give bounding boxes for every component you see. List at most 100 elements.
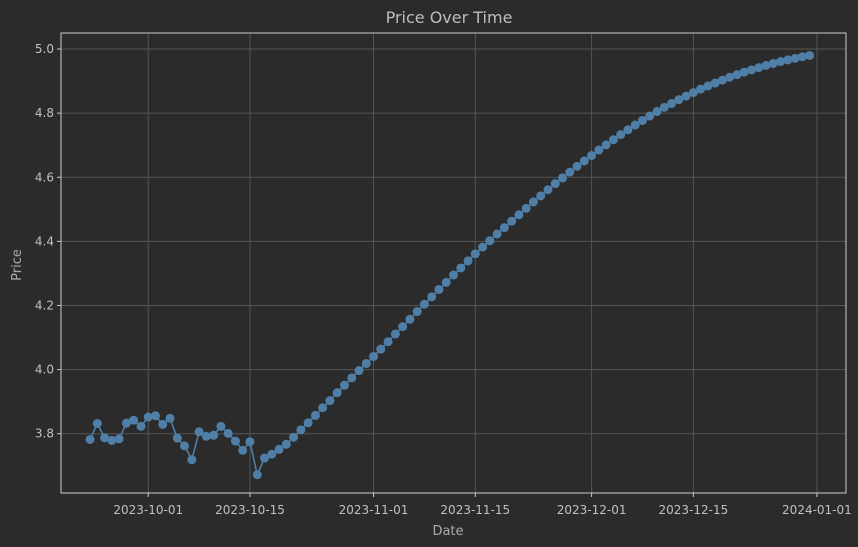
data-point [652, 107, 662, 117]
data-point [325, 396, 335, 406]
data-point [805, 50, 815, 60]
y-tick-label: 4.4 [35, 234, 54, 248]
data-point [310, 410, 320, 420]
data-point [521, 203, 531, 213]
data-point [180, 441, 190, 451]
data-point [623, 125, 633, 135]
data-point [158, 419, 168, 429]
data-point [434, 284, 444, 294]
data-point [754, 63, 764, 73]
x-tick-label: 2023-10-01 [113, 503, 183, 517]
data-point [565, 167, 575, 177]
data-point [267, 449, 277, 459]
data-point [550, 179, 560, 189]
y-tick-label: 4.8 [35, 106, 54, 120]
data-point [318, 403, 328, 413]
plot-frame [60, 32, 847, 494]
data-point [717, 75, 727, 85]
y-tick-label: 4.0 [35, 363, 54, 377]
data-point [616, 130, 626, 140]
data-point [303, 418, 313, 428]
data-point [783, 55, 793, 65]
x-tick-label: 2023-11-15 [440, 503, 510, 517]
data-point [536, 191, 546, 201]
y-tick-label: 4.2 [35, 298, 54, 312]
data-point [674, 95, 684, 105]
data-point [136, 421, 146, 431]
data-point [587, 150, 597, 160]
data-point [100, 433, 110, 443]
data-point [637, 116, 647, 126]
data-point [776, 57, 786, 67]
data-point [790, 53, 800, 63]
data-point [172, 433, 182, 443]
x-tick-label: 2023-12-01 [557, 503, 627, 517]
y-tick-label: 5.0 [35, 42, 54, 56]
chart-title: Price Over Time [386, 8, 513, 27]
data-point [209, 430, 219, 440]
data-point [92, 418, 102, 428]
x-axis-label: Date [432, 524, 463, 539]
data-point [441, 277, 451, 287]
data-point [252, 470, 262, 480]
data-point [361, 358, 371, 368]
data-point [129, 415, 139, 425]
y-axis: 3.8 4.0 4.2 4.4 4.6 4.8 5.0 [35, 42, 61, 441]
data-point [492, 229, 502, 239]
x-tick-label: 2023-10-15 [215, 503, 285, 517]
x-tick-label: 2023-12-15 [658, 503, 728, 517]
data-point [274, 444, 284, 454]
data-point [579, 156, 589, 166]
data-point [289, 432, 299, 442]
data-point [514, 210, 524, 220]
data-point [645, 111, 655, 121]
y-axis-label: Price [10, 249, 25, 281]
data-point [725, 72, 735, 82]
data-point [143, 412, 153, 422]
data-point [347, 373, 357, 383]
data-point [245, 437, 255, 447]
data-point [594, 145, 604, 155]
data-point [238, 445, 248, 455]
data-point [114, 434, 124, 444]
data-point [499, 223, 509, 233]
data-point [761, 60, 771, 70]
data-point [405, 314, 415, 324]
x-tick-label: 2024-01-01 [782, 503, 852, 517]
series-layer [85, 50, 815, 480]
grid [61, 33, 846, 493]
data-point [478, 242, 488, 252]
data-point [688, 88, 698, 98]
data-point [470, 249, 480, 259]
data-point [369, 351, 379, 361]
y-tick-label: 3.8 [35, 427, 54, 441]
data-point [390, 329, 400, 339]
data-point [296, 425, 306, 435]
data-point [667, 99, 677, 109]
data-point [260, 453, 270, 463]
y-tick-label: 4.6 [35, 170, 54, 184]
data-point [398, 322, 408, 332]
data-point [681, 91, 691, 101]
data-point [165, 413, 175, 423]
data-point [281, 439, 291, 449]
data-point [696, 84, 706, 94]
data-point [187, 455, 197, 465]
data-point [608, 135, 618, 145]
data-point [703, 81, 713, 91]
data-point [768, 58, 778, 68]
data-point [485, 236, 495, 246]
data-point [732, 70, 742, 80]
data-point [449, 270, 458, 280]
x-axis: 2023-10-01 2023-10-15 2023-11-01 2023-11-15… [113, 493, 852, 517]
data-point [419, 299, 429, 309]
data-point [558, 173, 568, 183]
data-point [739, 67, 749, 77]
data-point [463, 256, 473, 266]
data-point [85, 434, 95, 444]
data-point [572, 161, 582, 171]
data-point [107, 435, 117, 445]
data-point [630, 120, 640, 130]
